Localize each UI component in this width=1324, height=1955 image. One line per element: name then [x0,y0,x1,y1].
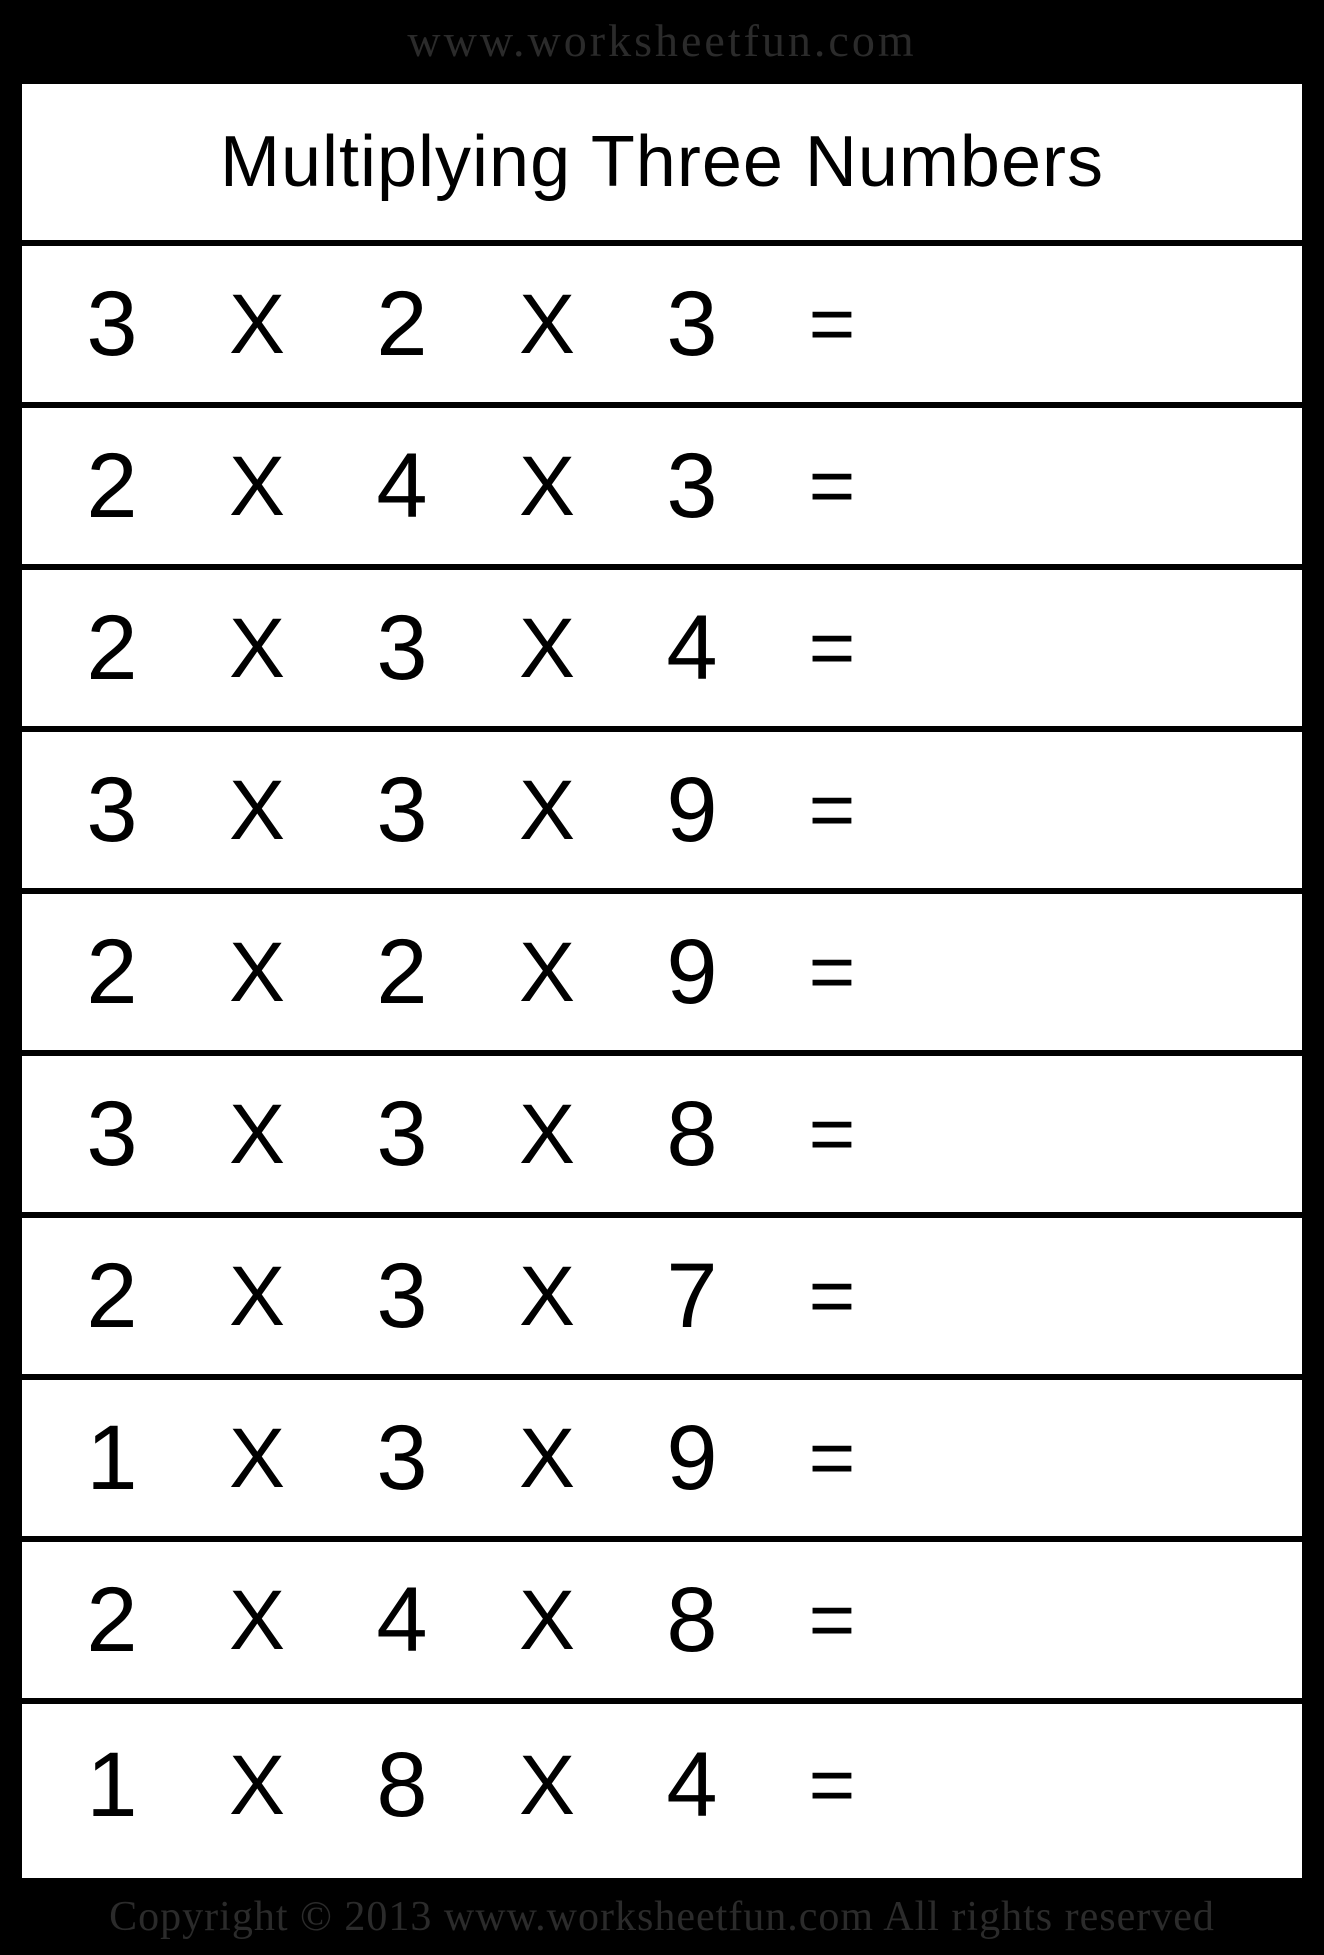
equals-icon: = [762,926,902,1018]
multiply-icon: X [472,438,622,535]
operand-a: 2 [42,1244,182,1349]
equals-icon: = [762,440,902,532]
problem-row: 3 X 3 X 9 = [22,732,1302,894]
multiply-icon: X [182,1410,332,1507]
worksheet-page: Multiplying Three Numbers 3 X 2 X 3 = 2 … [16,78,1308,1884]
operand-c: 9 [622,758,762,863]
equals-icon: = [762,1250,902,1342]
watermark-bottom: Copyright © 2013 www.worksheetfun.com Al… [0,1893,1324,1941]
multiply-icon: X [182,1737,332,1834]
operand-b: 3 [332,596,472,701]
multiply-icon: X [182,600,332,697]
equals-icon: = [762,764,902,856]
operand-c: 9 [622,920,762,1025]
multiply-icon: X [472,600,622,697]
equals-icon: = [762,602,902,694]
equals-icon: = [762,1412,902,1504]
operand-a: 1 [42,1733,182,1838]
equals-icon: = [762,1574,902,1666]
multiply-icon: X [472,1248,622,1345]
operand-c: 3 [622,434,762,539]
operand-a: 3 [42,758,182,863]
watermark-top: www.worksheetfun.com [0,14,1324,67]
operand-a: 1 [42,1406,182,1511]
multiply-icon: X [182,1572,332,1669]
multiply-icon: X [472,276,622,373]
operand-c: 9 [622,1406,762,1511]
multiply-icon: X [182,438,332,535]
operand-b: 3 [332,758,472,863]
multiply-icon: X [182,1086,332,1183]
problem-row: 2 X 4 X 3 = [22,408,1302,570]
operand-a: 2 [42,1568,182,1673]
operand-b: 3 [332,1082,472,1187]
operand-a: 3 [42,1082,182,1187]
operand-c: 8 [622,1082,762,1187]
multiply-icon: X [472,1410,622,1507]
multiply-icon: X [182,762,332,859]
operand-b: 4 [332,1568,472,1673]
problem-row: 2 X 4 X 8 = [22,1542,1302,1704]
operand-b: 3 [332,1244,472,1349]
operand-c: 4 [622,596,762,701]
multiply-icon: X [472,1737,622,1834]
equals-icon: = [762,1088,902,1180]
operand-c: 8 [622,1568,762,1673]
problem-row: 2 X 3 X 4 = [22,570,1302,732]
operand-c: 4 [622,1733,762,1838]
equals-icon: = [762,1739,902,1831]
operand-c: 7 [622,1244,762,1349]
multiply-icon: X [182,1248,332,1345]
multiply-icon: X [472,1086,622,1183]
problem-row: 1 X 3 X 9 = [22,1380,1302,1542]
operand-a: 2 [42,920,182,1025]
problem-row: 2 X 3 X 7 = [22,1218,1302,1380]
operand-a: 3 [42,272,182,377]
problem-row: 2 X 2 X 9 = [22,894,1302,1056]
operand-b: 8 [332,1733,472,1838]
multiply-icon: X [472,924,622,1021]
operand-b: 3 [332,1406,472,1511]
operand-a: 2 [42,596,182,701]
operand-b: 4 [332,434,472,539]
problem-row: 1 X 8 X 4 = [22,1704,1302,1866]
problem-row: 3 X 3 X 8 = [22,1056,1302,1218]
operand-c: 3 [622,272,762,377]
worksheet-title: Multiplying Three Numbers [22,84,1302,246]
equals-icon: = [762,278,902,370]
operand-b: 2 [332,920,472,1025]
operand-b: 2 [332,272,472,377]
multiply-icon: X [472,1572,622,1669]
problem-row: 3 X 2 X 3 = [22,246,1302,408]
multiply-icon: X [472,762,622,859]
operand-a: 2 [42,434,182,539]
multiply-icon: X [182,276,332,373]
multiply-icon: X [182,924,332,1021]
